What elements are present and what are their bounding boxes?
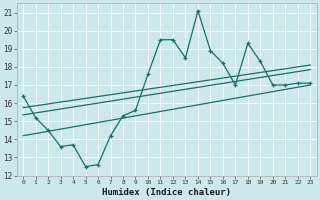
X-axis label: Humidex (Indice chaleur): Humidex (Indice chaleur) [102, 188, 231, 197]
